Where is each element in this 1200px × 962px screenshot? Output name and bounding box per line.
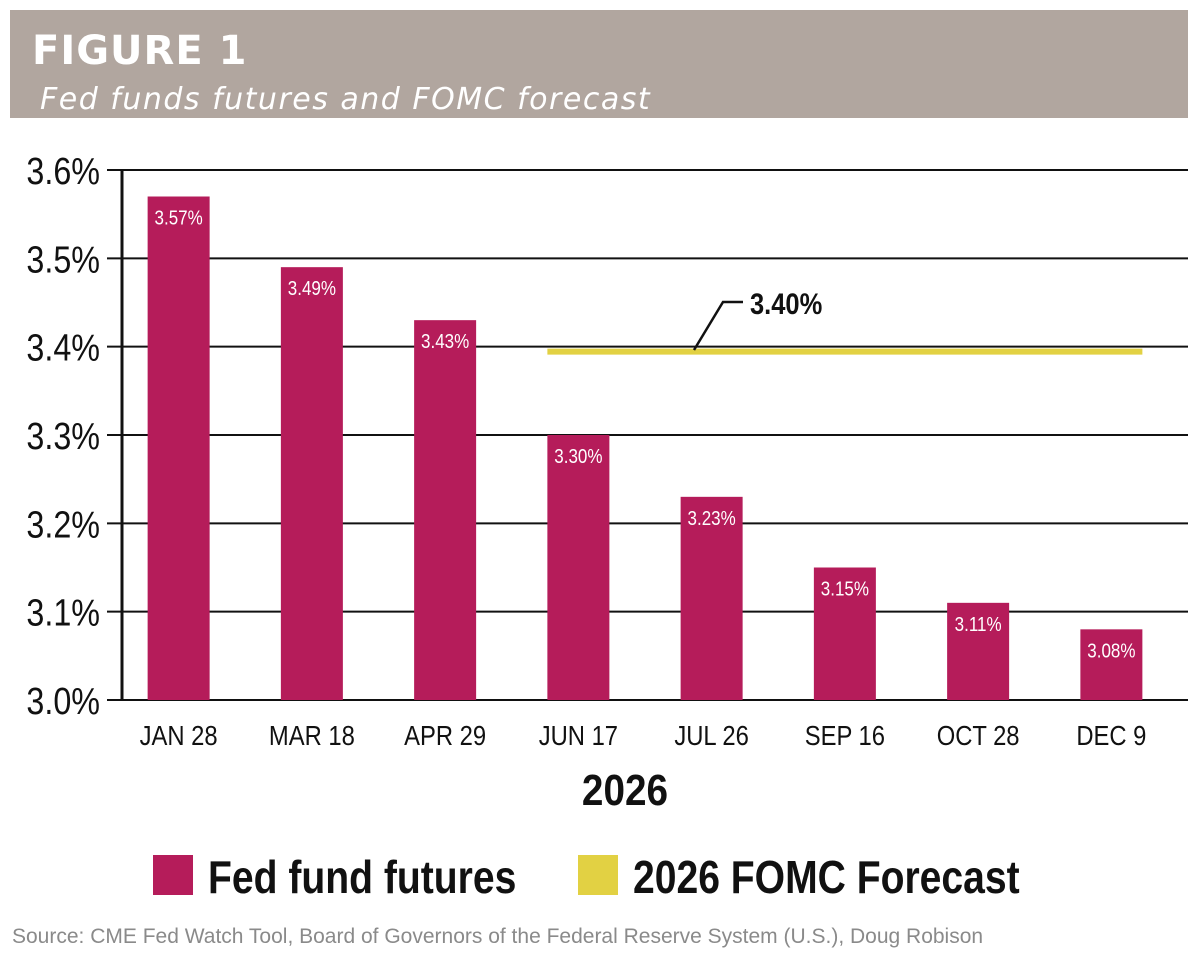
- x-axis-title: 2026: [582, 765, 668, 815]
- x-tick-label: JAN 28: [140, 719, 218, 751]
- bar: [280, 267, 343, 700]
- legend-label-fomc-forecast: 2026 FOMC Forecast: [633, 852, 1020, 904]
- bar-data-label: 3.57%: [155, 206, 203, 229]
- figure-label: FIGURE 1: [32, 28, 248, 74]
- bar-data-label: 3.30%: [554, 445, 602, 468]
- x-tick-label: OCT 28: [937, 719, 1020, 751]
- x-tick-label: DEC 9: [1076, 719, 1146, 751]
- y-tick-label: 3.1%: [26, 592, 100, 634]
- legend-swatch-fed-fund-futures: [153, 855, 193, 895]
- x-tick-label: SEP 16: [805, 719, 885, 751]
- bar: [147, 196, 210, 700]
- bar-data-label: 3.11%: [955, 613, 1002, 636]
- chart-subtitle: Fed funds futures and FOMC forecast: [40, 82, 652, 117]
- forecast-annotation: 3.40%: [750, 287, 823, 320]
- legend-swatch-fomc-forecast: [578, 855, 618, 895]
- header-band: FIGURE 1 Fed funds futures and FOMC fore…: [10, 10, 1188, 118]
- y-tick-label: 3.6%: [26, 151, 100, 193]
- x-tick-label: JUN 17: [539, 719, 618, 751]
- bar-data-label: 3.15%: [821, 577, 869, 600]
- y-tick-label: 3.5%: [26, 239, 100, 281]
- y-tick-label: 3.0%: [26, 681, 100, 723]
- bar: [547, 435, 610, 700]
- bar: [414, 320, 477, 700]
- bar-data-label: 3.43%: [421, 330, 469, 353]
- bar: [680, 496, 743, 700]
- x-tick-label: APR 29: [404, 719, 486, 751]
- y-tick-label: 3.2%: [26, 504, 100, 546]
- y-tick-label: 3.3%: [26, 416, 100, 458]
- bar: [947, 602, 1010, 700]
- bar-data-label: 3.23%: [688, 507, 736, 530]
- annotation-leader: [692, 300, 743, 351]
- source-note: Source: CME Fed Watch Tool, Board of Gov…: [12, 925, 984, 948]
- legend-label-fed-fund-futures: Fed fund futures: [208, 852, 516, 904]
- x-tick-label: MAR 18: [269, 719, 355, 751]
- y-tick-label: 3.4%: [26, 327, 100, 369]
- bar-data-label: 3.08%: [1087, 639, 1135, 662]
- bar-data-label: 3.49%: [288, 277, 336, 300]
- bar: [1080, 629, 1143, 700]
- bar: [813, 567, 876, 700]
- x-tick-label: JUL 26: [674, 719, 748, 751]
